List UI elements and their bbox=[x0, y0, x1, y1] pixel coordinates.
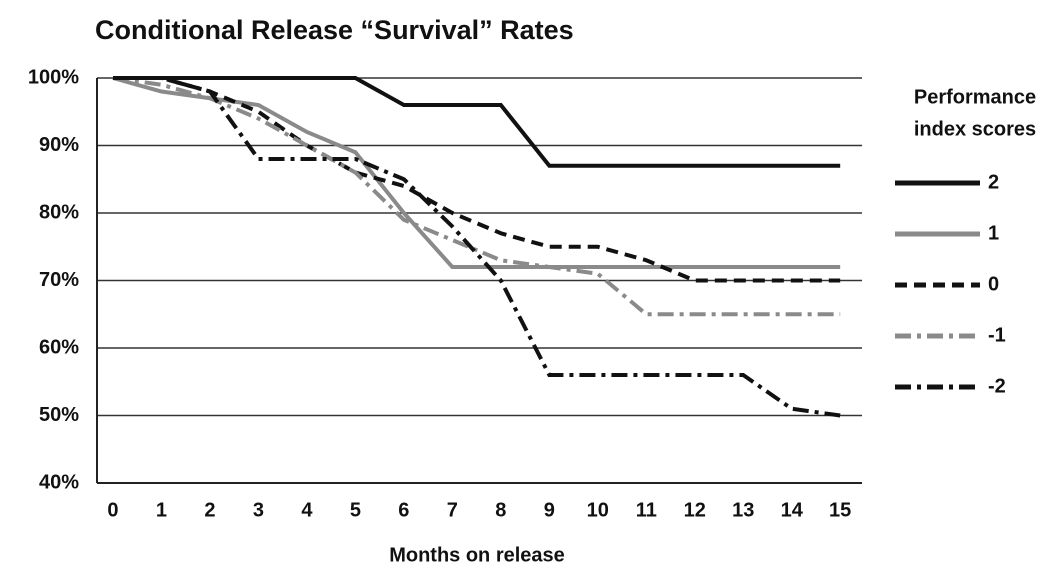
x-tick-label: 0 bbox=[107, 499, 118, 521]
y-tick-label: 80% bbox=[39, 201, 79, 223]
legend-label: 1 bbox=[988, 222, 999, 244]
x-tick-label: 15 bbox=[829, 499, 851, 521]
y-tick-label: 90% bbox=[39, 134, 79, 156]
legend-title: index scores bbox=[914, 118, 1036, 140]
x-tick-label: 5 bbox=[350, 499, 361, 521]
series-line bbox=[112, 76, 841, 317]
x-tick-label: 6 bbox=[398, 499, 409, 521]
y-tick-label: 60% bbox=[39, 336, 79, 358]
legend-label: 0 bbox=[988, 273, 999, 295]
chart-title: Conditional Release “Survival” Rates bbox=[95, 15, 574, 45]
x-tick-label: 10 bbox=[587, 499, 609, 521]
legend-label: -2 bbox=[988, 375, 1006, 397]
x-tick-label: 14 bbox=[781, 499, 804, 521]
x-tick-label: 13 bbox=[732, 499, 754, 521]
series-line bbox=[112, 76, 841, 283]
y-tick-label: 100% bbox=[28, 66, 79, 88]
x-tick-label: 11 bbox=[636, 499, 657, 521]
x-tick-label: 4 bbox=[301, 499, 313, 521]
legend-label: 2 bbox=[988, 171, 999, 193]
x-tick-label: 8 bbox=[495, 499, 506, 521]
x-tick-label: 2 bbox=[204, 499, 215, 521]
y-tick-label: 50% bbox=[39, 404, 79, 426]
series-line bbox=[112, 76, 841, 418]
x-axis-label: Months on release bbox=[389, 544, 565, 566]
y-tick-label: 40% bbox=[39, 471, 79, 493]
x-tick-label: 3 bbox=[253, 499, 264, 521]
x-tick-label: 1 bbox=[156, 499, 167, 521]
y-tick-label: 70% bbox=[39, 269, 79, 291]
series-line bbox=[112, 76, 841, 168]
x-tick-label: 7 bbox=[447, 499, 458, 521]
x-tick-label: 9 bbox=[544, 499, 555, 521]
legend-label: -1 bbox=[988, 324, 1006, 346]
x-tick-label: 12 bbox=[684, 499, 706, 521]
legend-title: Performance bbox=[914, 86, 1036, 108]
